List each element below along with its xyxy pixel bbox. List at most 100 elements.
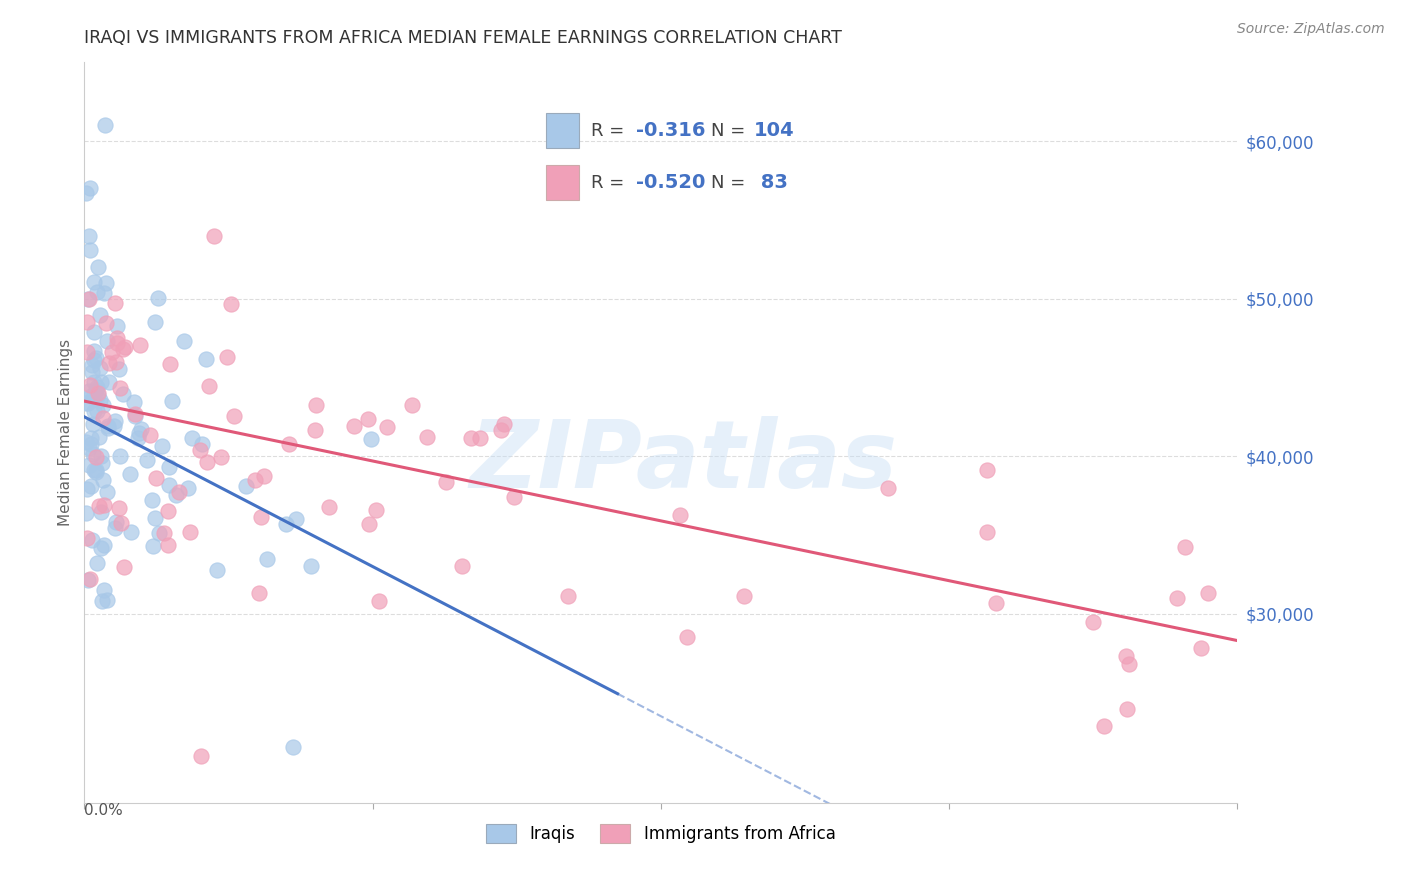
Point (877, 481, 900, 495)
Point (83, 404, 105, 418)
Bar (546, 113, 579, 148)
Point (114, 340, 136, 354)
Point (156, 538, 179, 552)
Point (86, 450, 108, 465)
Point (1189, 640, 1212, 655)
Point (90, 375, 112, 389)
Point (108, 381, 131, 395)
Point (83, 353, 105, 368)
Point (557, 589, 579, 603)
Legend: Iraqis, Immigrants from Africa: Iraqis, Immigrants from Africa (479, 817, 842, 850)
Point (76, 506, 98, 520)
Point (79, 432, 101, 446)
Point (1115, 649, 1137, 664)
Point (94, 316, 117, 330)
Point (118, 467, 141, 482)
Point (90, 449, 112, 463)
Point (1174, 540, 1197, 554)
Point (375, 420, 398, 434)
Point (181, 431, 204, 445)
Point (489, 423, 512, 437)
Point (142, 539, 165, 553)
Point (107, 500, 129, 515)
Point (105, 515, 128, 529)
Point (159, 357, 181, 371)
Point (986, 596, 1008, 610)
Point (101, 344, 124, 359)
Point (93, 538, 115, 552)
Point (202, 228, 225, 243)
Point (148, 526, 170, 541)
Text: N =: N = (711, 121, 751, 139)
Point (79, 378, 101, 392)
Point (96, 334, 118, 348)
Point (129, 422, 152, 436)
Point (249, 510, 271, 524)
Point (91, 411, 114, 425)
Point (165, 488, 187, 502)
Point (87, 386, 110, 401)
Point (157, 460, 180, 475)
Point (96, 593, 118, 607)
Point (173, 334, 195, 348)
Point (136, 453, 159, 467)
Point (90, 541, 112, 555)
Point (75, 396, 97, 410)
Bar (546, 165, 579, 200)
Point (676, 630, 699, 644)
Point (1118, 657, 1140, 671)
Point (364, 503, 387, 517)
Point (157, 477, 180, 491)
Point (79, 181, 101, 195)
Point (110, 450, 132, 464)
Point (77, 293, 100, 307)
Point (359, 516, 381, 531)
Text: 104: 104 (754, 121, 794, 140)
Point (150, 439, 173, 453)
Point (1198, 586, 1220, 600)
Point (79, 572, 101, 586)
Text: Source: ZipAtlas.com: Source: ZipAtlas.com (1237, 22, 1385, 37)
Point (129, 338, 152, 352)
Point (83, 326, 105, 340)
Point (143, 510, 166, 524)
Point (83, 276, 105, 290)
Point (76, 531, 98, 545)
Point (91, 473, 114, 487)
Point (245, 473, 267, 487)
Point (93, 286, 115, 301)
Point (357, 412, 380, 426)
Point (90, 505, 112, 519)
Point (122, 394, 145, 409)
Point (76, 345, 98, 359)
Point (104, 295, 127, 310)
Point (84, 383, 107, 397)
Point (177, 481, 200, 495)
Point (93, 582, 115, 597)
Point (188, 443, 211, 458)
Point (141, 492, 163, 507)
Point (93, 498, 115, 512)
Text: R =: R = (591, 121, 630, 139)
Text: N =: N = (711, 174, 751, 192)
Point (76, 315, 98, 329)
Point (76, 573, 98, 587)
Point (108, 362, 131, 376)
Point (104, 355, 127, 369)
Point (80, 358, 103, 372)
Point (97, 356, 120, 370)
Point (304, 424, 326, 438)
Point (669, 508, 692, 522)
Point (124, 409, 146, 424)
Point (503, 490, 526, 504)
Point (153, 525, 176, 540)
Point (86, 465, 108, 479)
Point (343, 418, 366, 433)
Point (86, 285, 108, 299)
Point (80, 479, 103, 493)
Text: 83: 83 (754, 173, 787, 193)
Point (76, 396, 98, 410)
Point (87, 430, 110, 444)
Point (110, 516, 132, 531)
Point (120, 524, 142, 539)
